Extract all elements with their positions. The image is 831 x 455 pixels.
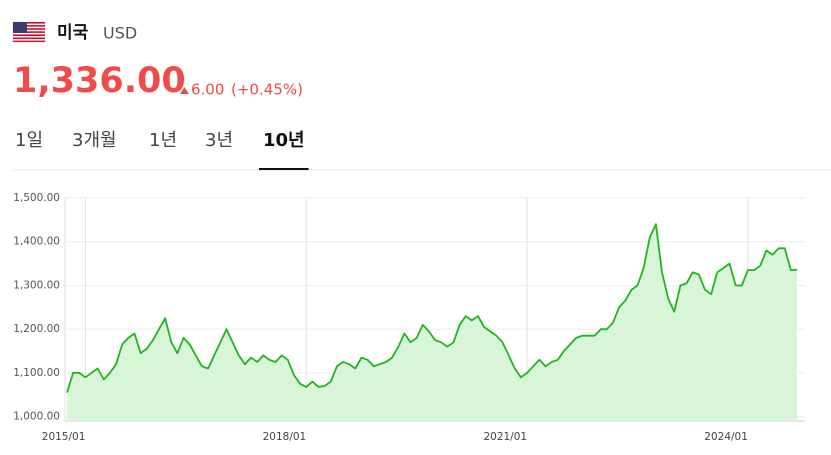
y-tick-label: 1,000.00: [13, 411, 60, 423]
tab[interactable]: 1년: [149, 130, 177, 151]
tab[interactable]: 3년: [205, 130, 233, 151]
y-tick-label: 1,500.00: [13, 192, 60, 204]
country: 미국: [57, 23, 89, 43]
area: [67, 224, 797, 421]
x-tick-label: 2024/01: [704, 431, 748, 443]
y-tick-label: 1,100.00: [13, 367, 60, 379]
tab[interactable]: 1일: [15, 130, 43, 151]
line: [66, 223, 798, 393]
tab-underline: [259, 168, 309, 170]
up-arrow: [180, 87, 189, 94]
y-tick-label: 1,400.00: [13, 236, 60, 248]
plot: 1,000.00 1,100.00 1,200.00 1,300.00 1,400.00…: [13, 192, 805, 443]
x-tick-label: 2015/01: [42, 431, 86, 443]
y-tick-label: 1,300.00: [13, 279, 60, 291]
currency: USD: [103, 24, 137, 43]
change: 6.00: [191, 81, 224, 99]
price: 1,336.00: [13, 61, 186, 101]
tab[interactable]: 10년: [263, 130, 305, 151]
x-tick-label: 2018/01: [263, 431, 307, 443]
y-tick-label: 1,200.00: [13, 323, 60, 335]
x-tick-label: 2021/01: [483, 431, 527, 443]
tabs: 1일 3개월 1년 3년 10년: [15, 130, 309, 170]
change-pct: (+0.45%): [231, 81, 303, 99]
tab[interactable]: 3개월: [72, 130, 117, 151]
flag: [12, 21, 46, 43]
